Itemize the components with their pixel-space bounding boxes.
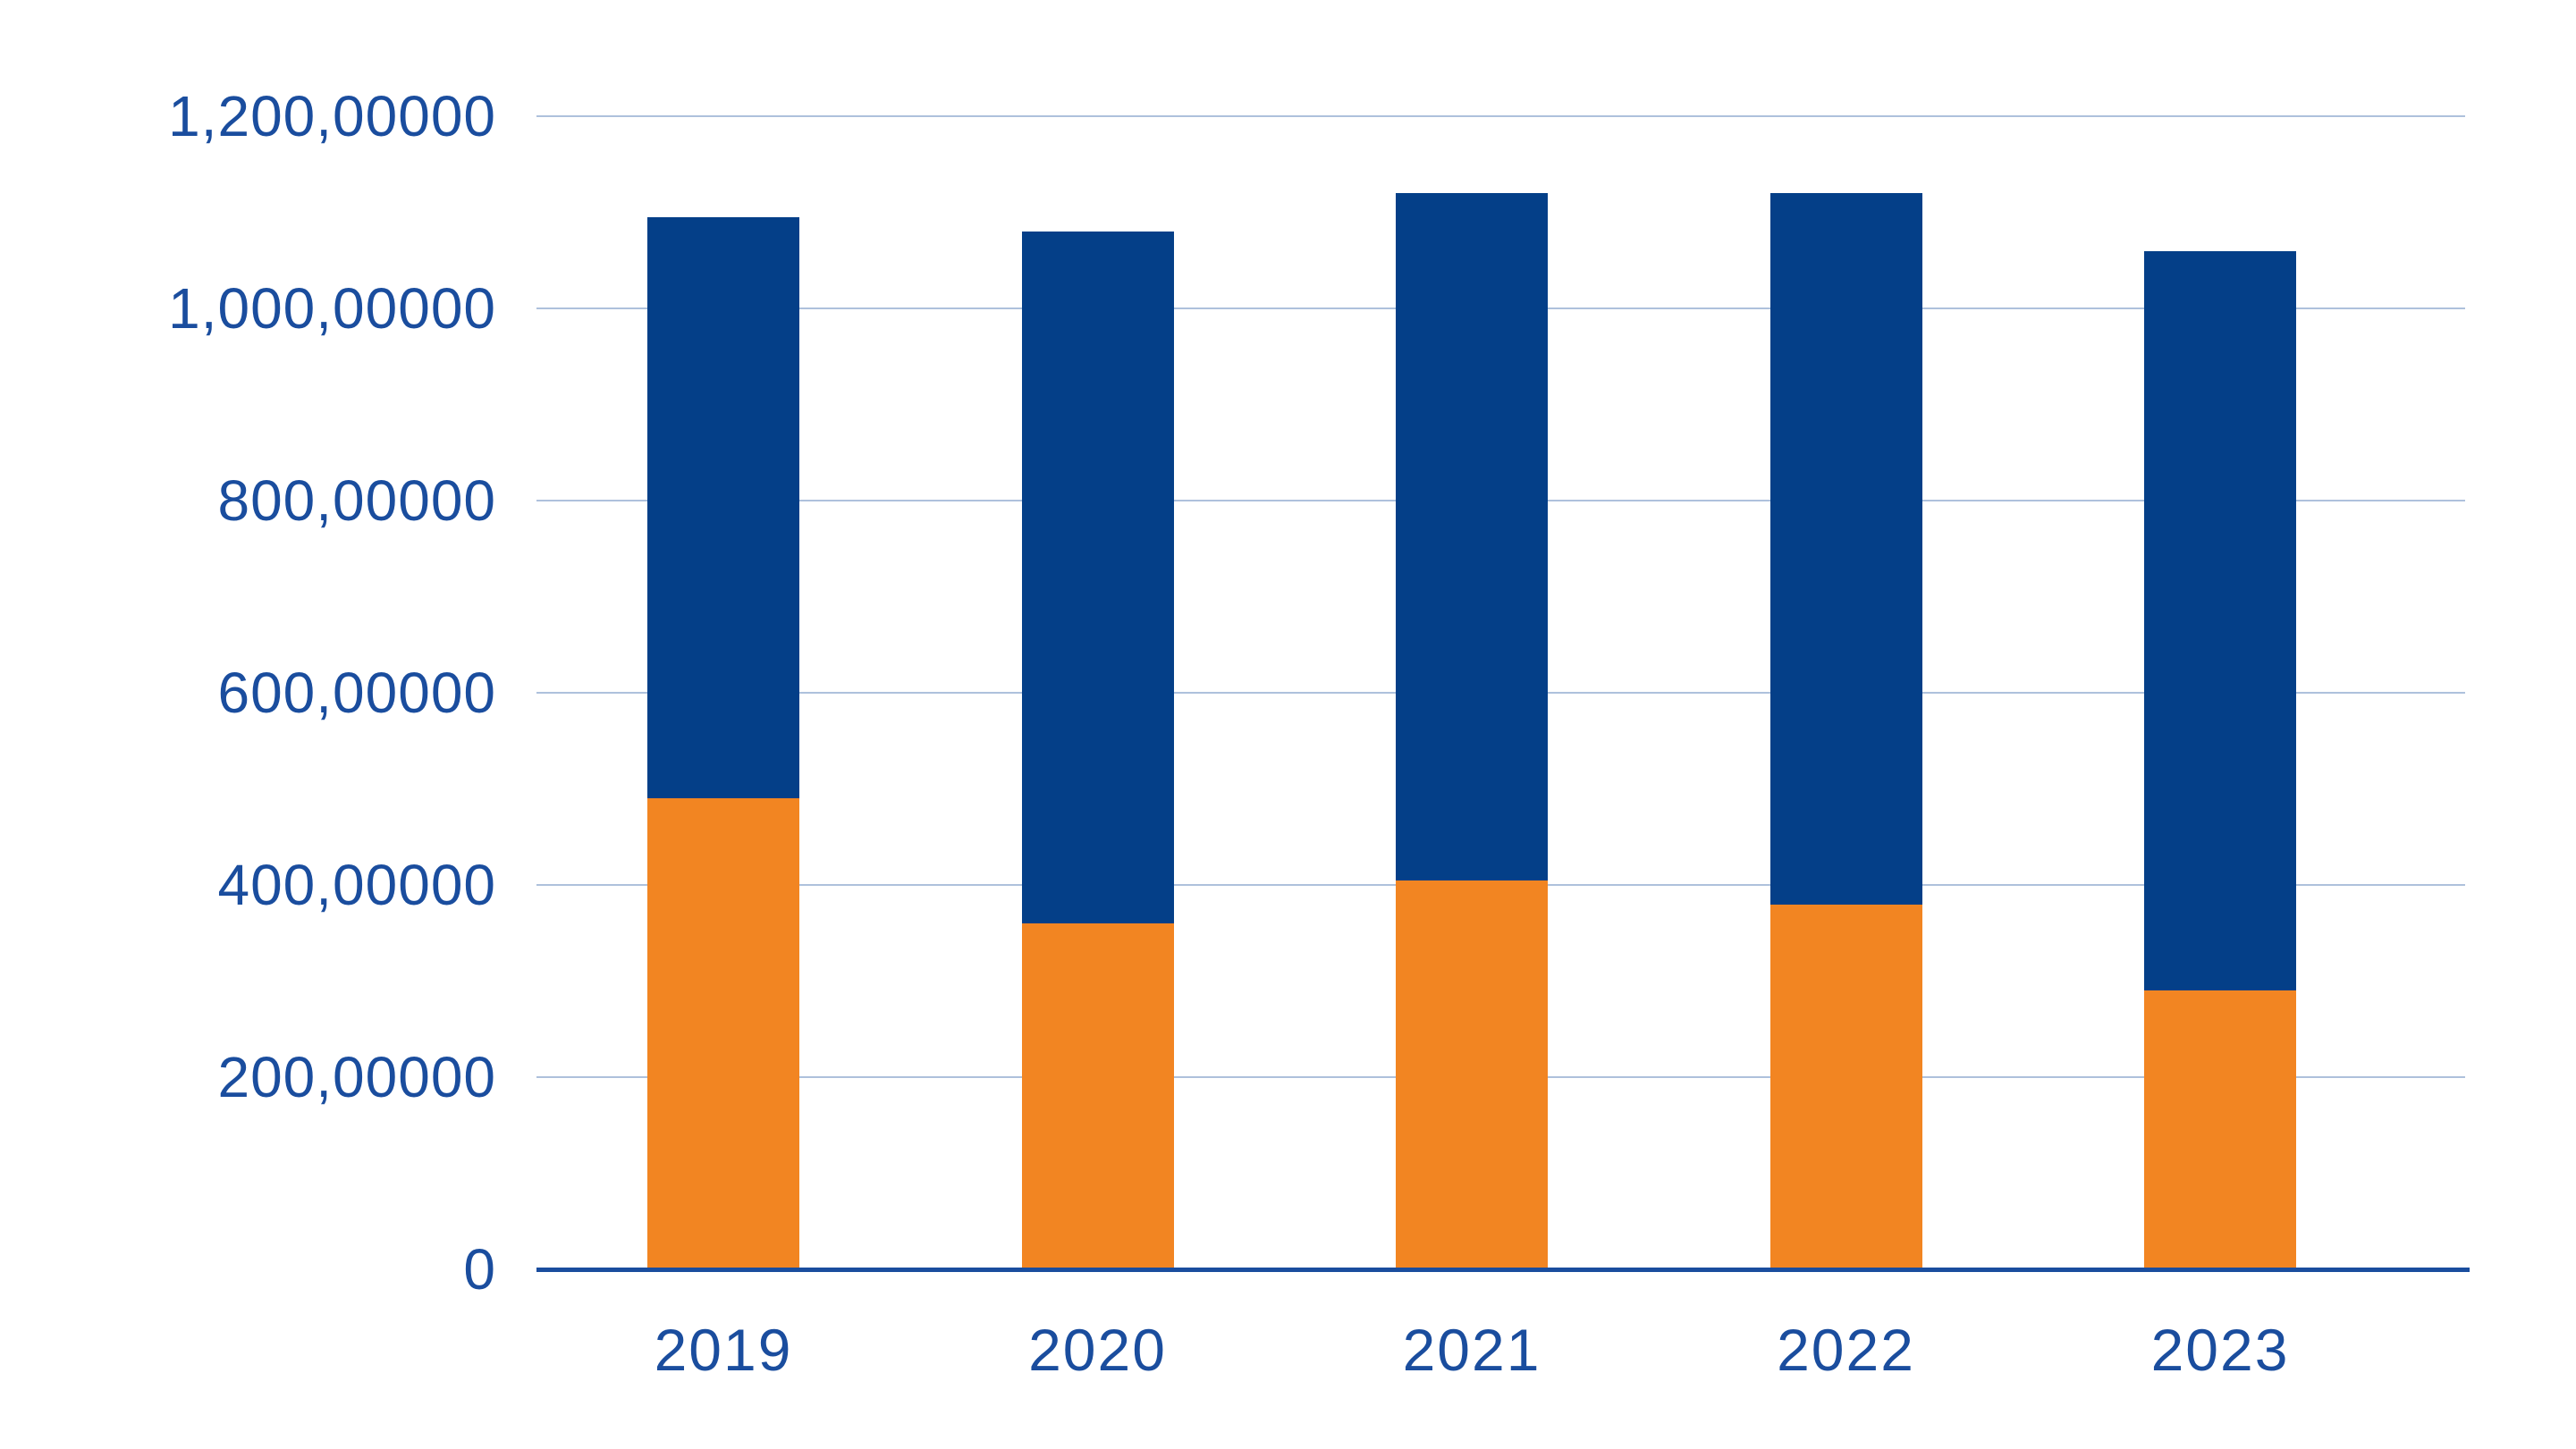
bar-segment-2019-series-2-top (647, 216, 799, 799)
y-axis-tick-label: 0 (463, 1237, 496, 1302)
bar-segment-2020-series-2-top (1021, 232, 1174, 923)
bar-segment-2022-series-2-top (1769, 193, 1922, 905)
gridline (536, 115, 2465, 117)
bar-segment-2019-series-1-bottom (647, 798, 799, 1269)
bar-2020 (1021, 232, 1174, 1269)
y-axis-tick-label: 400,00000 (217, 853, 496, 917)
bar-segment-2020-series-1-bottom (1021, 923, 1174, 1269)
y-axis-tick-label: 1,000,00000 (168, 276, 496, 341)
y-axis-tick-label: 800,00000 (217, 468, 496, 533)
x-axis-tick-label: 2021 (1402, 1317, 1541, 1383)
x-axis-tick-label: 2022 (1777, 1317, 1915, 1383)
bar-segment-2021-series-1-bottom (1396, 880, 1548, 1269)
bar-segment-2023-series-1-bottom (2144, 990, 2296, 1269)
bar-2021 (1396, 193, 1548, 1269)
x-axis-line (536, 1268, 2470, 1272)
y-axis-tick-label: 200,00000 (217, 1045, 496, 1109)
y-axis-tick-label: 1,200,00000 (168, 84, 496, 148)
bar-segment-2021-series-2-top (1396, 193, 1548, 880)
x-axis-tick-label: 2019 (654, 1317, 793, 1383)
bar-2023 (2144, 250, 2296, 1269)
x-axis-tick-label: 2020 (1028, 1317, 1167, 1383)
bar-2022 (1769, 193, 1922, 1269)
bar-segment-2022-series-1-bottom (1769, 904, 1922, 1269)
bar-2019 (647, 216, 799, 1269)
y-axis-tick-label: 600,00000 (217, 661, 496, 725)
bar-segment-2023-series-2-top (2144, 250, 2296, 991)
x-axis-tick-label: 2023 (2150, 1317, 2290, 1383)
